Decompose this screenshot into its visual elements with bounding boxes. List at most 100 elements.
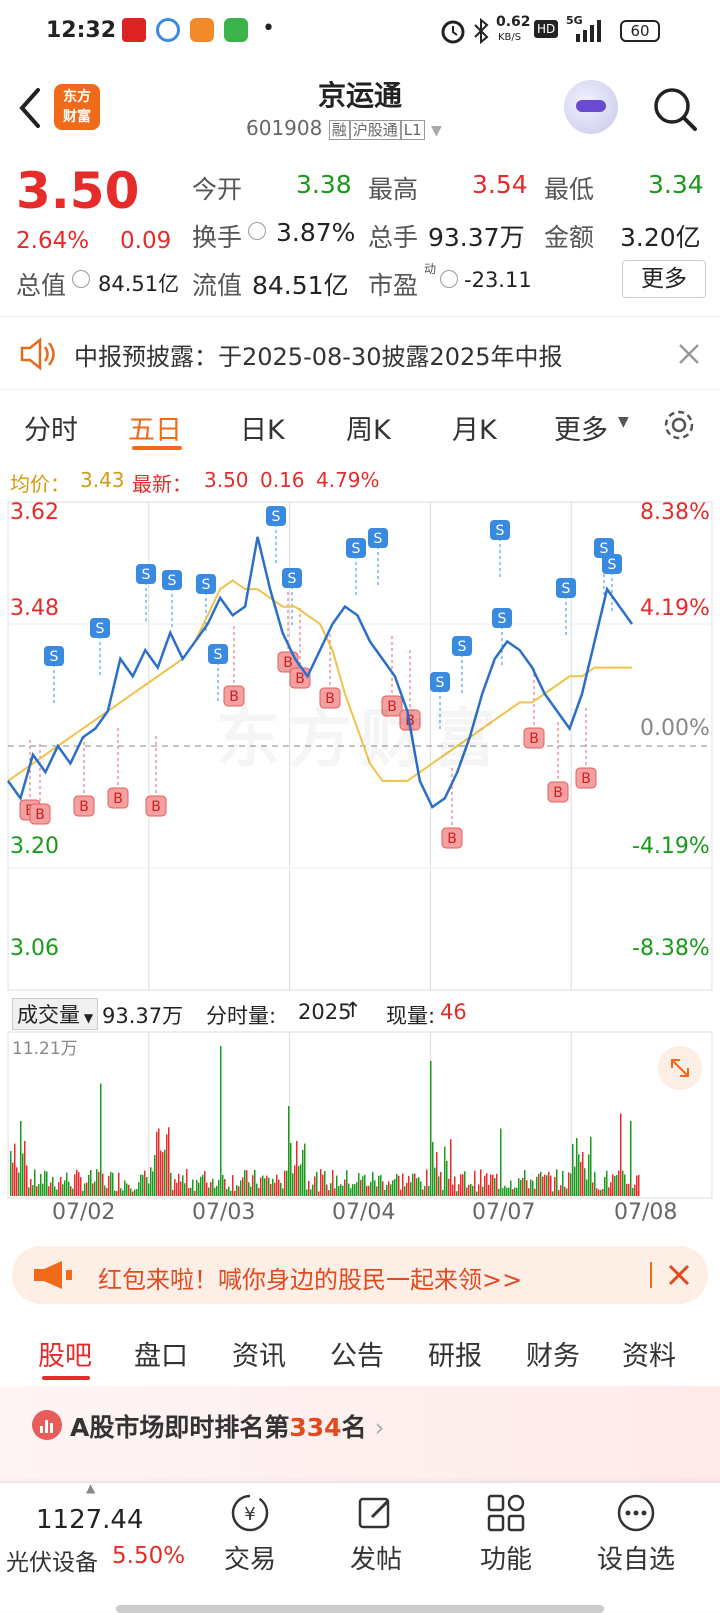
back-icon[interactable] xyxy=(16,86,44,130)
volume-bar xyxy=(180,1181,182,1196)
volume-bar xyxy=(288,1106,290,1196)
volume-bar xyxy=(500,1128,502,1196)
volume-bar xyxy=(96,1169,98,1196)
volume-bar xyxy=(428,1185,430,1196)
volume-bar xyxy=(234,1190,236,1196)
volume-bar xyxy=(132,1191,134,1196)
volume-bar xyxy=(550,1175,552,1196)
svg-text:S: S xyxy=(352,541,361,557)
svg-text:S: S xyxy=(142,567,151,583)
price-chart-svg: SSSSSSSSSSSSSSSSSBBBBBBBBBBBBBBB xyxy=(6,501,713,991)
tab-monthly-k[interactable]: 月K xyxy=(452,415,497,446)
tab-guba[interactable]: 股吧 xyxy=(38,1341,92,1372)
svg-text:S: S xyxy=(600,541,609,557)
buy-marker: B xyxy=(547,722,569,803)
volume-bar xyxy=(472,1185,474,1196)
redpacket-promo[interactable]: 红包来啦！喊你身边的股民一起来领>> xyxy=(12,1246,708,1304)
buy-marker: B xyxy=(107,728,129,809)
pct-label-zero: 0.00% xyxy=(640,716,710,741)
nav-bar: 东方 财富 京运通 601908 融沪股通 L1 ▼ xyxy=(0,66,720,154)
close-icon[interactable] xyxy=(678,343,700,365)
tab-more[interactable]: 更多 xyxy=(554,415,608,446)
volume-chart[interactable]: 11.21万 xyxy=(0,1030,720,1200)
volume-bar xyxy=(110,1171,112,1196)
volume-bar xyxy=(326,1184,328,1196)
market-rank-banner[interactable]: A股市场即时排名第334名 › xyxy=(0,1386,720,1482)
sector-index-value[interactable]: 1127.44 xyxy=(36,1505,144,1535)
bluetooth-icon xyxy=(474,18,489,44)
volume-bar xyxy=(276,1174,278,1196)
tab-announcement[interactable]: 公告 xyxy=(330,1341,384,1372)
trade-label: 交易 xyxy=(223,1545,276,1575)
mcap-info-icon[interactable] xyxy=(72,270,90,288)
hd-badge: HD xyxy=(534,20,559,38)
volume-bar xyxy=(54,1186,56,1196)
tab-weekly-k[interactable]: 周K xyxy=(346,415,391,446)
tab-pankou[interactable]: 盘口 xyxy=(134,1341,188,1372)
gear-icon[interactable] xyxy=(660,406,698,444)
eastmoney-logo[interactable]: 东方 财富 xyxy=(54,84,100,130)
post-label: 发帖 xyxy=(349,1545,402,1575)
volume-bar xyxy=(502,1188,504,1196)
volume-bar xyxy=(48,1186,50,1196)
volume-bar xyxy=(486,1173,488,1196)
volume-bar xyxy=(354,1184,356,1196)
volume-indicator-select[interactable]: 成交量 ▼ xyxy=(12,998,99,1030)
post-button[interactable]: 发帖 xyxy=(326,1493,426,1576)
promo-close-icon[interactable] xyxy=(668,1264,690,1286)
tab-news[interactable]: 资讯 xyxy=(232,1341,286,1372)
volume-bar xyxy=(250,1186,252,1196)
add-watchlist-button[interactable]: 设自选 xyxy=(586,1493,686,1576)
volume-bar xyxy=(160,1150,162,1196)
search-icon[interactable] xyxy=(652,86,698,132)
tab-intraday[interactable]: 分时 xyxy=(24,415,78,446)
dropdown-icon[interactable]: ▼ xyxy=(431,123,442,139)
svg-text:S: S xyxy=(202,577,211,593)
tab-daily-k[interactable]: 日K xyxy=(240,415,285,446)
tab-five-day[interactable]: 五日 xyxy=(128,415,182,446)
tab-more-caret-icon[interactable]: ▼ xyxy=(618,414,629,430)
robot-assistant-icon[interactable] xyxy=(564,80,618,134)
notice-bar[interactable]: 中报预披露：于2025-08-30披露2025年中报 xyxy=(0,316,720,390)
volume-bar xyxy=(448,1178,450,1196)
turnover-info-icon[interactable] xyxy=(248,222,266,240)
volume-bar xyxy=(426,1169,428,1196)
volume-bar xyxy=(542,1176,544,1196)
buy-marker: B xyxy=(523,668,545,749)
volume-bar xyxy=(72,1188,74,1196)
net-unit: KB/S xyxy=(498,32,522,43)
volume-bar xyxy=(256,1183,258,1196)
rank-text: A股市场即时排名第334名 › xyxy=(70,1408,385,1444)
sell-marker: S xyxy=(602,554,622,614)
pe-info-icon[interactable] xyxy=(440,270,458,288)
pct-label-low: -4.19% xyxy=(632,834,710,859)
svg-text:B: B xyxy=(35,807,45,823)
volume-bar xyxy=(450,1139,452,1196)
volume-bar xyxy=(222,1174,224,1196)
function-button[interactable]: 功能 xyxy=(456,1493,556,1576)
sector-name[interactable]: 光伏设备 xyxy=(6,1550,98,1576)
svg-text:S: S xyxy=(272,509,281,525)
tab-finance[interactable]: 财务 xyxy=(526,1341,580,1372)
app-notify-icon xyxy=(122,18,146,42)
volume-bar xyxy=(348,1183,350,1196)
volume-bar xyxy=(438,1176,440,1196)
volume-bar xyxy=(532,1180,534,1196)
volume-bar xyxy=(264,1178,266,1196)
volume-bar xyxy=(216,1185,218,1196)
tab-research[interactable]: 研报 xyxy=(428,1341,482,1372)
tab-profile[interactable]: 资料 xyxy=(622,1341,676,1372)
volume-bar xyxy=(506,1187,508,1196)
volume-bar xyxy=(112,1172,114,1196)
volume-header: 成交量 ▼ 93.37万 分时量: 2025 ↑ 现量: 46 xyxy=(0,996,720,1030)
volume-bar xyxy=(386,1185,388,1196)
change-amount: 0.09 xyxy=(120,228,172,254)
volume-bar xyxy=(148,1183,150,1196)
volume-bar xyxy=(192,1179,194,1196)
net-speed: 0.62 xyxy=(496,14,531,30)
expand-chart-button[interactable] xyxy=(658,1046,702,1090)
volume-bar xyxy=(422,1189,424,1196)
trade-button[interactable]: ¥ 交易 xyxy=(200,1493,300,1576)
more-button[interactable]: 更多 xyxy=(622,260,706,298)
